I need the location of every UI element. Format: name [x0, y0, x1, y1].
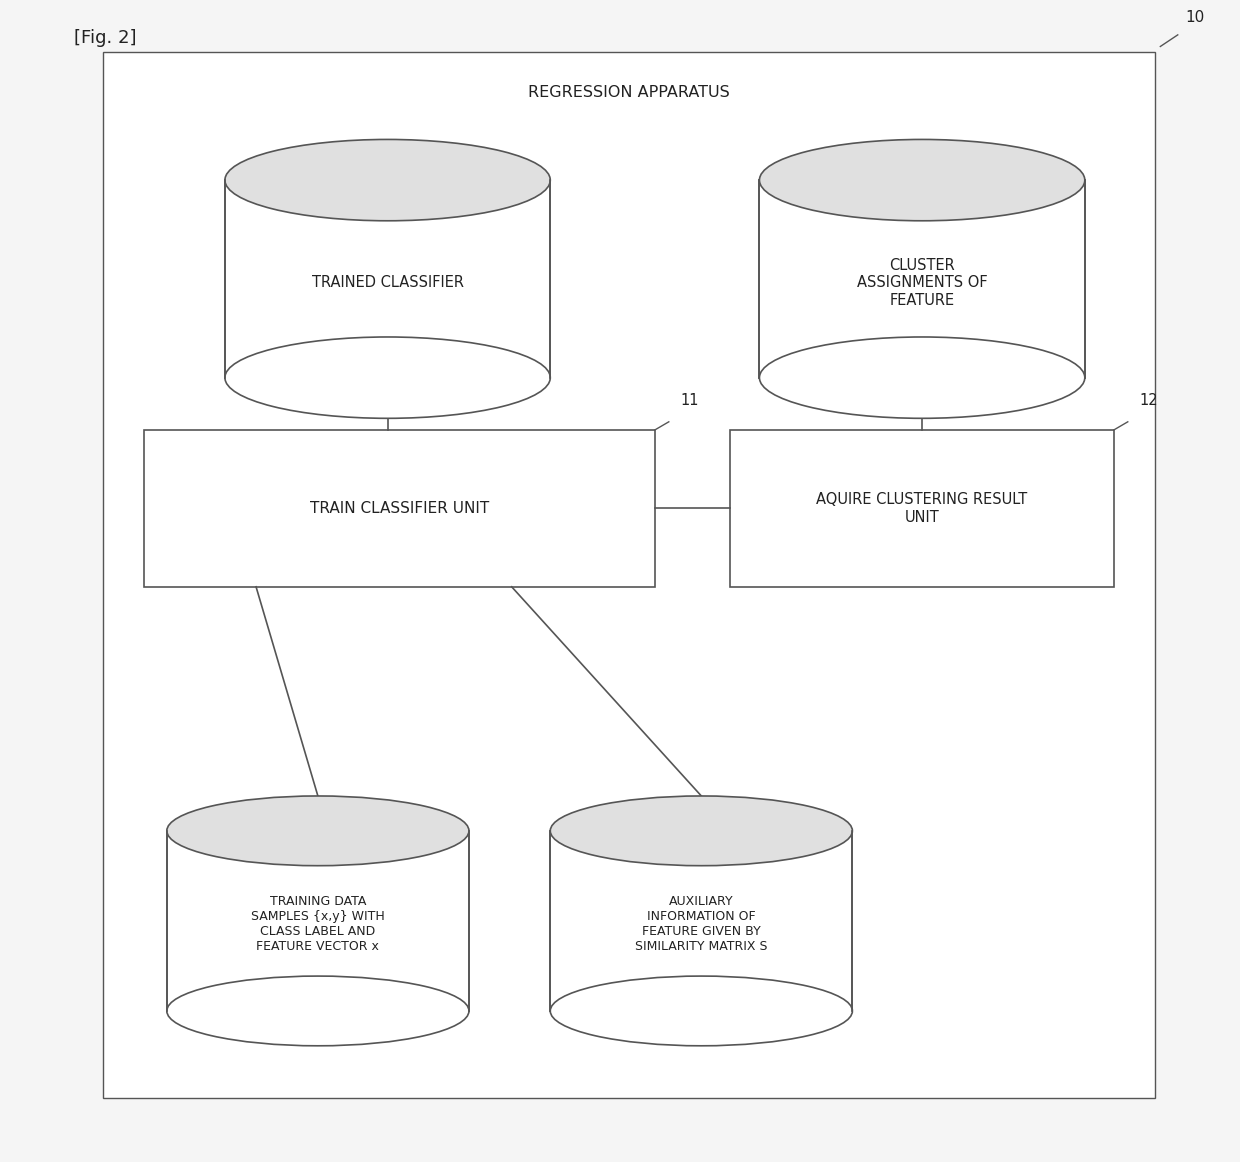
Bar	[167, 831, 469, 1011]
Ellipse shape	[551, 976, 852, 1046]
Text: TRAIN CLASSIFIER UNIT: TRAIN CLASSIFIER UNIT	[310, 501, 489, 516]
Ellipse shape	[759, 337, 1085, 418]
Text: AUXILIARY
INFORMATION OF
FEATURE GIVEN BY
SIMILARITY MATRIX S: AUXILIARY INFORMATION OF FEATURE GIVEN B…	[635, 896, 768, 954]
Bar	[144, 430, 655, 587]
Bar	[551, 831, 852, 1011]
Bar	[730, 430, 1114, 587]
Ellipse shape	[551, 796, 852, 866]
Text: TRAINED CLASSIFIER: TRAINED CLASSIFIER	[311, 275, 464, 290]
Text: [Fig. 2]: [Fig. 2]	[74, 29, 136, 46]
Ellipse shape	[224, 337, 551, 418]
Text: TRAINING DATA
SAMPLES {x,y} WITH
CLASS LABEL AND
FEATURE VECTOR x: TRAINING DATA SAMPLES {x,y} WITH CLASS L…	[250, 896, 384, 954]
Ellipse shape	[224, 139, 551, 221]
Text: AQUIRE CLUSTERING RESULT
UNIT: AQUIRE CLUSTERING RESULT UNIT	[816, 493, 1028, 524]
Ellipse shape	[759, 139, 1085, 221]
Text: 10: 10	[1185, 10, 1205, 24]
Bar	[759, 180, 1085, 378]
Text: CLUSTER
ASSIGNMENTS OF
FEATURE: CLUSTER ASSIGNMENTS OF FEATURE	[857, 258, 987, 308]
Text: 11: 11	[681, 394, 699, 408]
Text: REGRESSION APPARATUS: REGRESSION APPARATUS	[528, 86, 730, 100]
Text: 12: 12	[1140, 394, 1158, 408]
Ellipse shape	[167, 796, 469, 866]
Ellipse shape	[167, 976, 469, 1046]
Bar	[224, 180, 551, 378]
